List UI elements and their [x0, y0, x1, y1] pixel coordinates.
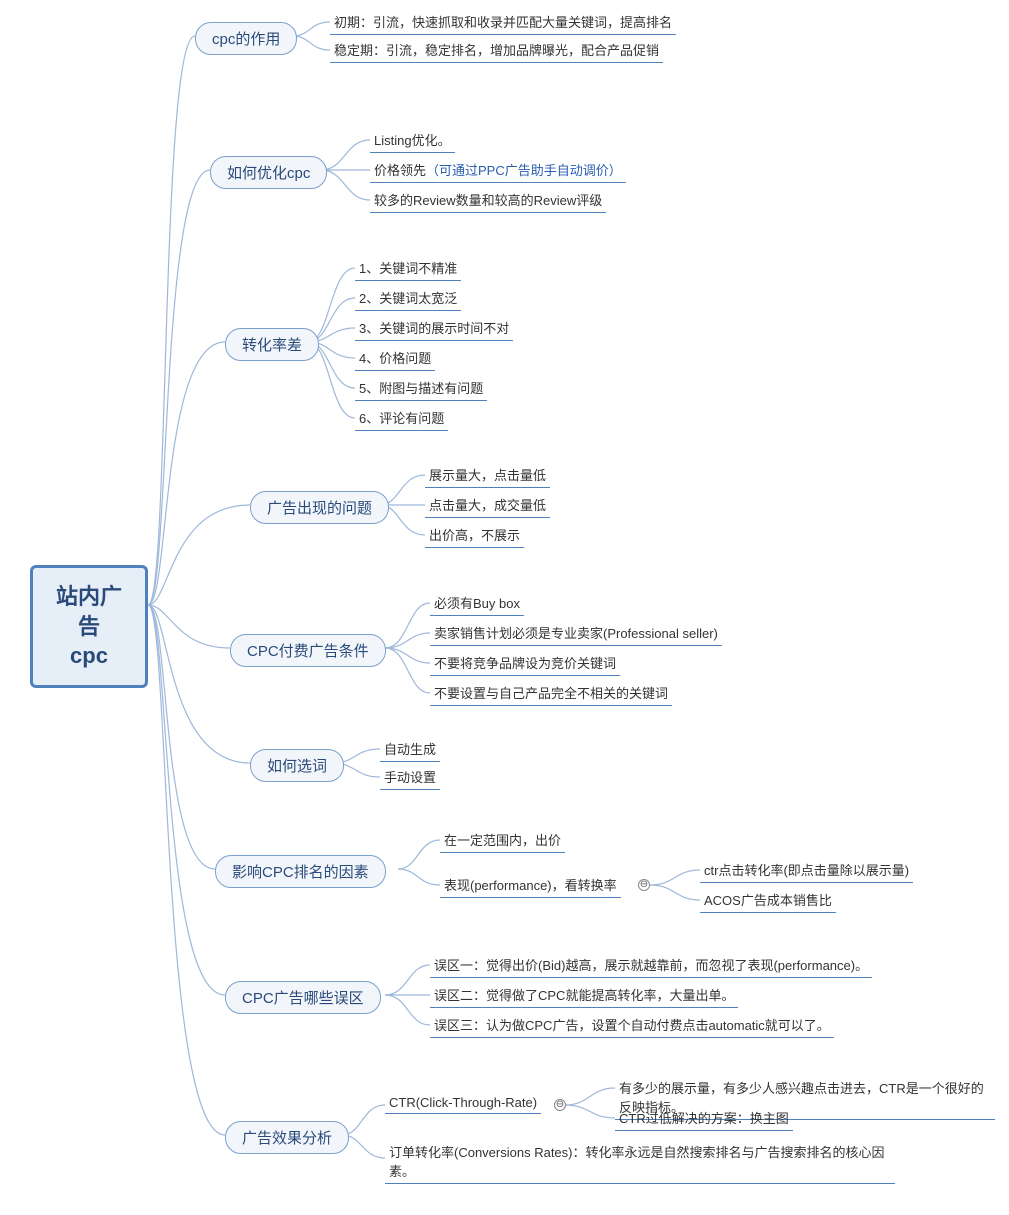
leaf-node[interactable]: 不要设置与自己产品完全不相关的关键词	[430, 681, 672, 706]
leaf-node[interactable]: 展示量大，点击量低	[425, 463, 550, 488]
leaf-node[interactable]: 自动生成	[380, 737, 440, 762]
branch-low-conversion[interactable]: 转化率差	[225, 328, 319, 361]
root-node[interactable]: 站内广告 cpc	[30, 565, 148, 688]
leaf-node[interactable]: 订单转化率(Conversions Rates)：转化率永远是自然搜索排名与广告…	[385, 1140, 895, 1184]
branch-ranking-factors[interactable]: 影响CPC排名的因素	[215, 855, 386, 888]
leaf-node[interactable]: CTR过低解决的方案：换主图	[615, 1106, 793, 1131]
leaf-node[interactable]: 不要将竞争品牌设为竞价关键词	[430, 651, 620, 676]
root-line2: cpc	[51, 641, 127, 671]
leaf-node[interactable]: 误区二：觉得做了CPC就能提高转化率，大量出单。	[430, 983, 738, 1008]
branch-label: 如何优化cpc	[227, 165, 310, 182]
leaf-node[interactable]: 表现(performance)，看转换率	[440, 873, 621, 898]
leaf-node[interactable]: CTR(Click-Through-Rate)	[385, 1093, 541, 1114]
leaf-link[interactable]: （可通过PPC广告助手自动调价）	[426, 163, 622, 178]
leaf-node[interactable]: 6、评论有问题	[355, 406, 448, 431]
leaf-node[interactable]: 4、价格问题	[355, 346, 435, 371]
leaf-node[interactable]: 价格领先（可通过PPC广告助手自动调价）	[370, 158, 626, 183]
branch-optimize-cpc[interactable]: 如何优化cpc	[210, 156, 327, 189]
leaf-node[interactable]: Listing优化。	[370, 128, 455, 153]
leaf-node[interactable]: 初期：引流，快速抓取和收录并匹配大量关键词，提高排名	[330, 10, 676, 35]
leaf-node[interactable]: 出价高，不展示	[425, 523, 524, 548]
branch-label: 转化率差	[242, 337, 302, 354]
branch-ad-analysis[interactable]: 广告效果分析	[225, 1121, 349, 1154]
leaf-node[interactable]: 稳定期：引流，稳定排名，增加品牌曝光，配合产品促销	[330, 38, 663, 63]
collapse-toggle[interactable]: ⊖	[554, 1099, 566, 1111]
mindmap-canvas: 站内广告 cpc cpc的作用 初期：引流，快速抓取和收录并匹配大量关键词，提高…	[10, 10, 999, 1205]
leaf-node[interactable]: 误区一：觉得出价(Bid)越高，展示就越靠前，而忽视了表现(performanc…	[430, 953, 872, 978]
root-line1: 站内广告	[51, 582, 127, 641]
branch-cpc-mistakes[interactable]: CPC广告哪些误区	[225, 981, 381, 1014]
branch-cpc-role[interactable]: cpc的作用	[195, 22, 297, 55]
branch-label: 影响CPC排名的因素	[232, 864, 369, 881]
leaf-node[interactable]: 点击量大，成交量低	[425, 493, 550, 518]
leaf-node[interactable]: 较多的Review数量和较高的Review评级	[370, 188, 606, 213]
branch-label: 如何选词	[267, 758, 327, 775]
branch-cpc-conditions[interactable]: CPC付费广告条件	[230, 634, 386, 667]
branch-ad-problems[interactable]: 广告出现的问题	[250, 491, 389, 524]
leaf-node[interactable]: 1、关键词不精准	[355, 256, 461, 281]
branch-label: cpc的作用	[212, 31, 280, 48]
leaf-node[interactable]: 卖家销售计划必须是专业卖家(Professional seller)	[430, 621, 722, 646]
branch-label: CPC广告哪些误区	[242, 990, 364, 1007]
leaf-node[interactable]: 在一定范围内，出价	[440, 828, 565, 853]
leaf-node[interactable]: ACOS广告成本销售比	[700, 888, 836, 913]
leaf-node[interactable]: 3、关键词的展示时间不对	[355, 316, 513, 341]
leaf-node[interactable]: 2、关键词太宽泛	[355, 286, 461, 311]
branch-label: CPC付费广告条件	[247, 643, 369, 660]
leaf-node[interactable]: 手动设置	[380, 765, 440, 790]
leaf-node[interactable]: ctr点击转化率(即点击量除以展示量)	[700, 858, 913, 883]
collapse-toggle[interactable]: ⊖	[638, 879, 650, 891]
branch-label: 广告效果分析	[242, 1130, 332, 1147]
leaf-text: 价格领先	[374, 163, 426, 178]
branch-keyword-selection[interactable]: 如何选词	[250, 749, 344, 782]
leaf-node[interactable]: 必须有Buy box	[430, 591, 524, 616]
leaf-node[interactable]: 误区三：认为做CPC广告，设置个自动付费点击automatic就可以了。	[430, 1013, 834, 1038]
branch-label: 广告出现的问题	[267, 500, 372, 517]
leaf-node[interactable]: 5、附图与描述有问题	[355, 376, 487, 401]
